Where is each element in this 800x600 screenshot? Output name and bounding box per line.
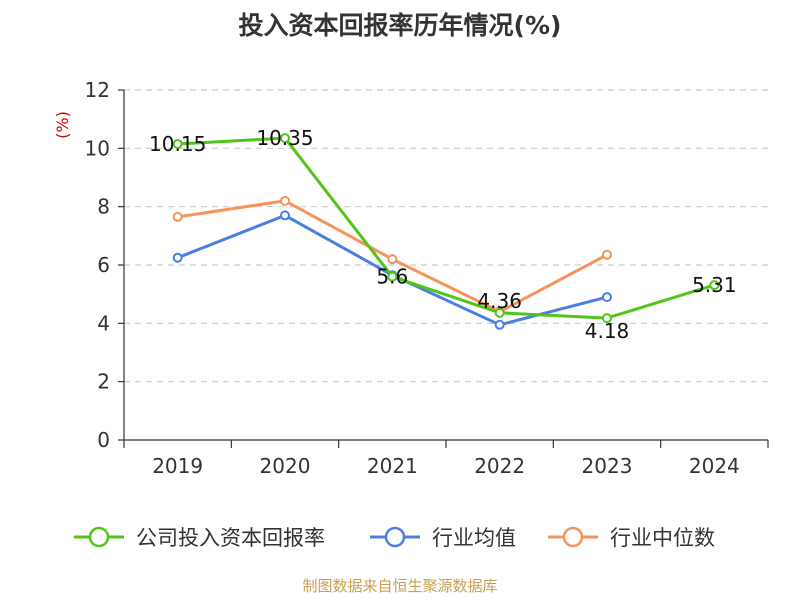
series-0-point-2022[interactable] [494,307,505,318]
series-0-point-2021[interactable] [387,271,398,282]
series [172,133,720,330]
x-tick-label-2019: 2019 [152,454,203,478]
data-label-2023: 4.18 [585,319,630,343]
data-labels: 10.15 10.35 5.6 4.36 4.18 5.31 [149,126,737,343]
x-tick-label-2023: 2023 [582,454,633,478]
series-line-0 [177,136,715,320]
legend-label-0: 公司投入资本回报率 [136,526,325,550]
series-0-point-2024[interactable] [709,280,720,291]
legend-item-1[interactable]: 行业均值 [370,526,516,550]
legend-marker-2 [562,526,584,548]
legend-item-2[interactable]: 行业中位数 [548,526,715,550]
series-0-point-2019[interactable] [172,138,183,149]
y-tick-label-10: 10 [85,136,110,160]
source-note: 制图数据来自恒生聚源数据库 [302,577,497,595]
grid [124,89,768,383]
series-2-point-2023[interactable] [602,249,612,260]
data-label-2022: 4.36 [477,289,522,313]
series-0-point-2020[interactable] [280,133,290,144]
y-tick-label-8: 8 [97,195,110,219]
y-axis-label: (%) [53,111,72,139]
x-tick-label-2022: 2022 [474,454,525,478]
series-1-point-2019[interactable] [172,252,183,263]
series-0-point-2023[interactable] [602,313,612,324]
chart-title: 投入资本回报率历年情况(%) [239,11,562,40]
x-tick-label-2024: 2024 [689,454,740,478]
x-tick-label-2021: 2021 [367,454,418,478]
legend-label-1: 行业均值 [432,526,516,550]
data-label-2024: 5.31 [692,273,737,297]
series-1-point-2020[interactable] [280,210,290,221]
series-2-point-2019[interactable] [172,211,183,222]
series-2-point-2021[interactable] [387,254,398,265]
series-2-point-2020[interactable] [280,195,290,206]
series-1-point-2022[interactable] [494,319,505,330]
x-tick-label-2020: 2020 [260,454,311,478]
data-label-2019: 10.15 [149,132,206,156]
axes: 0 2 4 6 8 10 12 2019 2020 2021 2022 2023 2024 [85,78,769,478]
data-label-2021: 5.6 [376,265,408,289]
legend-marker-1 [384,526,406,548]
y-tick-label-2: 2 [97,370,110,394]
legend[interactable]: 公司投入资本回报率 行业均值 行业中位数 [74,526,715,550]
legend-marker-0 [88,526,110,548]
legend-item-0[interactable]: 公司投入资本回报率 [74,526,325,550]
legend-label-2: 行业中位数 [610,526,715,550]
series-1-point-2023[interactable] [602,292,612,303]
y-tick-label-12: 12 [85,78,110,102]
y-tick-label-0: 0 [97,428,110,452]
y-tick-label-4: 4 [97,311,110,335]
data-label-2020: 10.35 [256,126,313,150]
y-tick-label-6: 6 [97,253,110,277]
